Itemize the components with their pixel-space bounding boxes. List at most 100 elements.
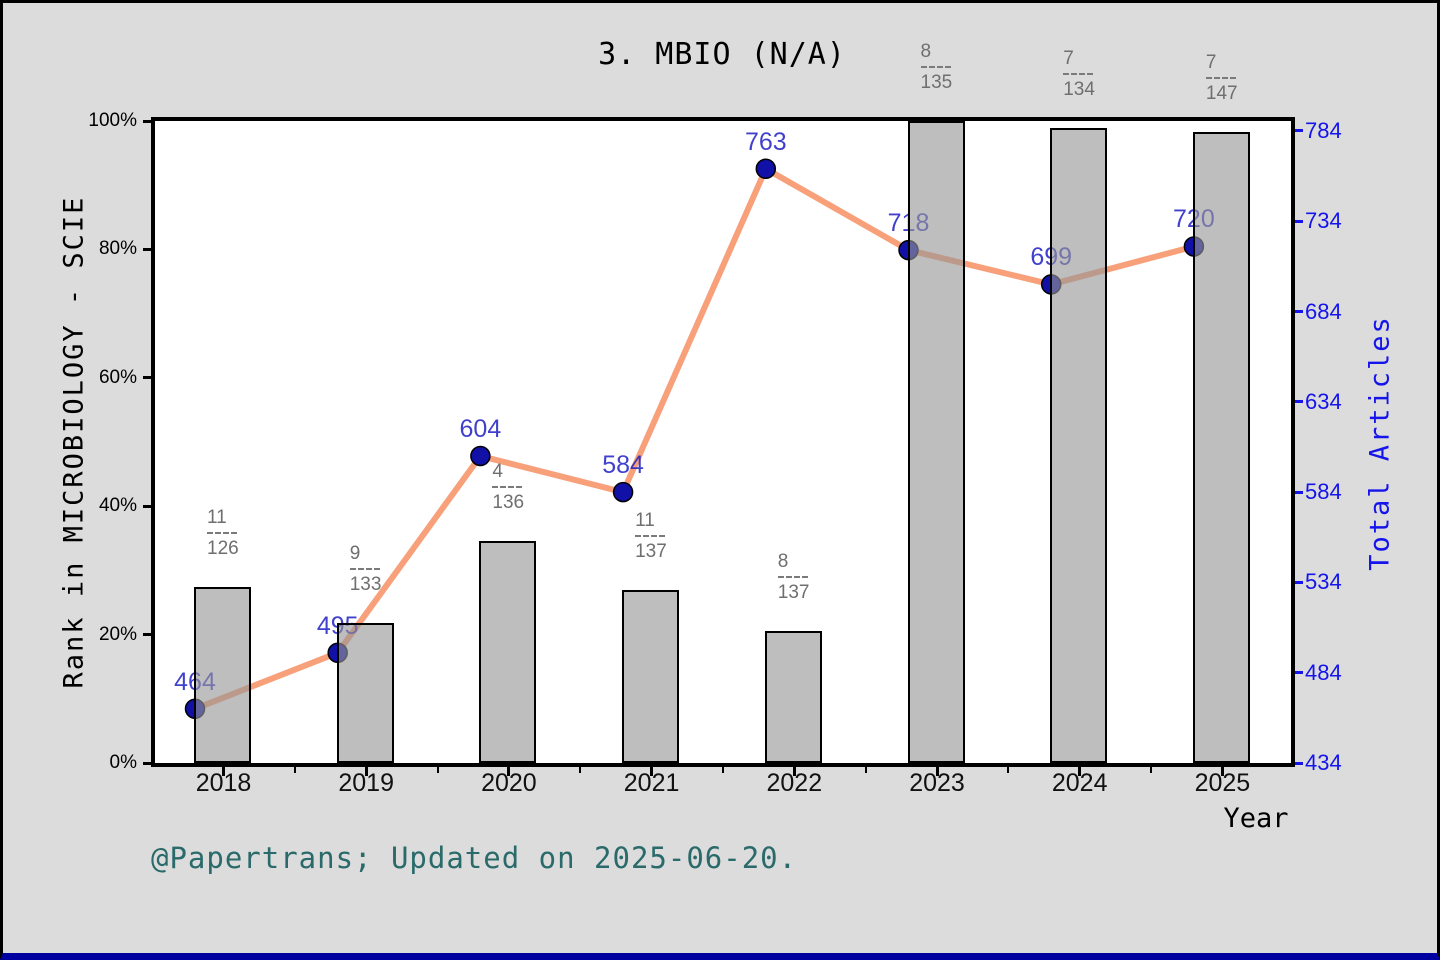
right-axis-tick	[1295, 761, 1303, 765]
rank-fraction-denominator: 147	[1205, 82, 1238, 104]
x-axis-tick-label-2024: 2024	[1051, 769, 1108, 797]
left-axis-tick-label: 0%	[109, 752, 137, 773]
rank-fraction-denominator: 133	[349, 574, 382, 596]
x-axis-tick-label-2021: 2021	[623, 769, 680, 797]
x-axis-title: Year	[1223, 803, 1289, 834]
fraction-divider	[349, 568, 380, 571]
x-axis-major-tick	[507, 767, 511, 776]
rank-fraction-numerator: 7	[1205, 51, 1217, 73]
x-axis-tick-label-2023: 2023	[909, 769, 965, 797]
x-axis-minor-tick	[721, 767, 724, 773]
plot-area: 464495604584763718699720	[151, 117, 1295, 767]
total-articles-line-layer	[184, 158, 1205, 720]
rank-fraction-numerator: 7	[1063, 48, 1074, 70]
point-label-2021: 584	[602, 451, 644, 480]
right-axis-tick	[1295, 490, 1303, 494]
rank-fraction-2018: 11 126	[207, 507, 239, 559]
rank-fraction-numerator: 11	[207, 507, 227, 529]
x-axis-major-tick	[1220, 767, 1224, 776]
right-axis-tick-label: 734	[1305, 208, 1342, 234]
x-axis-minor-tick	[436, 767, 439, 773]
total-articles-line	[192, 164, 1197, 712]
rank-fraction-2025: 7 147	[1205, 51, 1238, 104]
left-axis-tick-label: 20%	[98, 623, 137, 645]
point-label-2022: 763	[744, 127, 787, 156]
right-axis-tick	[1295, 671, 1303, 675]
x-axis-major-tick	[650, 767, 654, 776]
rank-fraction-denominator: 135	[920, 72, 953, 93]
left-axis-tick-label: 80%	[98, 238, 137, 260]
plot-inner: 464495604584763718699720	[155, 121, 1291, 763]
right-axis-tick	[1295, 219, 1303, 223]
rank-fraction-numerator: 4	[492, 460, 503, 482]
fraction-divider	[777, 575, 808, 578]
bar-2023	[907, 121, 965, 763]
rank-fraction-numerator: 8	[777, 550, 789, 572]
x-axis-tick-label-2018: 2018	[195, 769, 252, 797]
bar-2020	[479, 540, 537, 763]
x-axis-tick-label-2025: 2025	[1194, 769, 1251, 797]
left-axis-title: Rank in MICROBIOLOGY - SCIE	[58, 195, 90, 689]
x-axis-minor-tick	[579, 767, 582, 773]
x-axis-tick-label-2020: 2020	[481, 769, 537, 797]
x-axis-minor-tick	[864, 767, 867, 773]
bar-2022	[764, 630, 822, 763]
fraction-divider	[920, 66, 951, 68]
bar-2019	[336, 623, 394, 763]
rank-fraction-2022: 8 137	[777, 550, 810, 603]
left-axis-tick	[143, 761, 151, 765]
left-axis-tick	[143, 119, 151, 123]
rank-fraction-2020: 4 136	[492, 461, 524, 513]
x-axis-major-tick	[792, 767, 796, 776]
left-axis-tick	[143, 633, 151, 637]
chart-title: 3. MBIO (N/A)	[598, 37, 846, 72]
right-axis-tick	[1295, 400, 1303, 404]
x-axis-minor-tick	[1007, 767, 1010, 773]
right-axis-tick-label: 634	[1305, 388, 1342, 414]
rank-fraction-numerator: 8	[920, 41, 932, 62]
bar-2025	[1192, 131, 1250, 763]
fraction-divider	[1205, 76, 1236, 79]
x-axis-major-tick	[935, 767, 939, 776]
rank-fraction-denominator: 136	[492, 491, 525, 513]
left-axis-tick-label: 40%	[98, 495, 137, 517]
rank-fraction-numerator: 9	[349, 543, 361, 565]
left-axis-tick-label: 60%	[98, 366, 137, 388]
fraction-divider	[1063, 73, 1094, 76]
rank-fraction-numerator: 11	[635, 509, 655, 531]
rank-fraction-2024: 7 134	[1063, 48, 1095, 100]
x-axis-minor-tick	[293, 767, 296, 773]
rank-fraction-denominator: 134	[1063, 79, 1095, 101]
bar-2021	[622, 589, 680, 763]
right-axis-title: Total Articles	[1364, 315, 1396, 571]
x-axis-major-tick	[222, 767, 225, 776]
x-axis-tick-label-2019: 2019	[338, 769, 394, 797]
point-label-2020: 604	[459, 414, 502, 443]
rank-fraction-2019: 9 133	[349, 543, 382, 596]
right-axis-tick-label: 784	[1305, 117, 1342, 143]
right-axis-tick	[1295, 129, 1303, 133]
rank-fraction-denominator: 126	[207, 538, 239, 560]
rank-fraction-2021: 11 137	[635, 510, 667, 562]
data-point-marker-2020	[470, 445, 491, 467]
data-point-marker-2022	[755, 158, 777, 180]
right-axis-tick-label: 484	[1305, 659, 1342, 685]
right-axis-tick	[1295, 310, 1303, 313]
right-axis-tick	[1295, 580, 1303, 584]
right-axis-tick-label: 434	[1305, 750, 1342, 775]
left-axis-tick	[143, 504, 151, 508]
rank-fraction-denominator: 137	[635, 540, 667, 562]
footer-credit: @Papertrans; Updated on 2025-06-20.	[151, 841, 798, 875]
right-axis-tick-label: 584	[1305, 479, 1342, 505]
x-axis-minor-tick	[1150, 767, 1153, 773]
right-axis-tick-label: 684	[1305, 298, 1342, 324]
x-axis-major-tick	[1078, 767, 1082, 776]
fraction-divider	[635, 534, 666, 537]
left-axis-tick-label: 100%	[88, 110, 137, 131]
fraction-divider	[492, 485, 523, 488]
rank-fraction-2023: 8 135	[920, 41, 953, 93]
bar-2018	[194, 587, 251, 763]
right-axis-tick-label: 534	[1305, 569, 1342, 595]
bar-2024	[1050, 128, 1108, 763]
